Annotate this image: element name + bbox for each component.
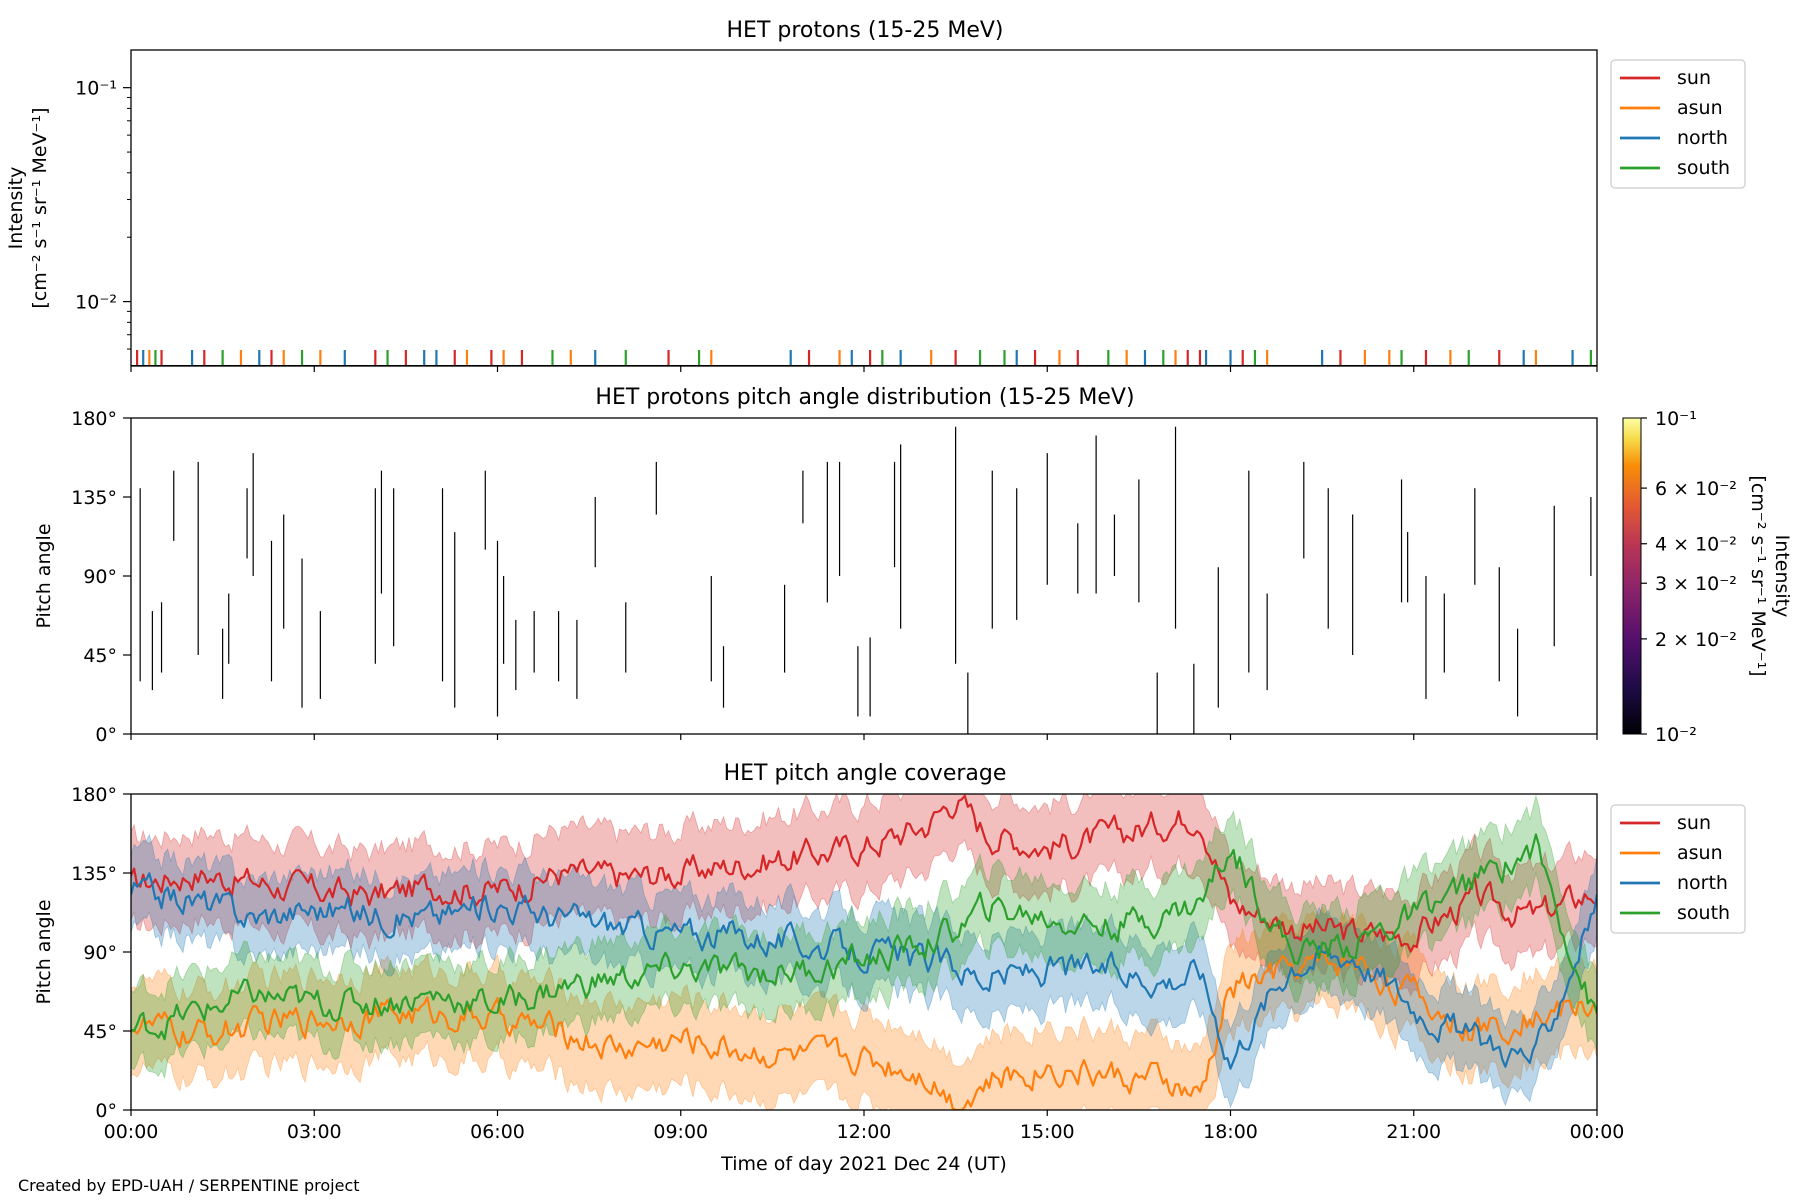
legend-label-south: south bbox=[1677, 157, 1730, 179]
intensity-ylabel-line1: Intensity bbox=[5, 167, 27, 250]
coverage-legend: sun asun north south bbox=[1610, 804, 1746, 934]
x-tick-label: 00:00 bbox=[1570, 1121, 1625, 1143]
north-band bbox=[131, 833, 1597, 1109]
pad-ylabel: Pitch angle bbox=[33, 523, 55, 628]
credit-text: Created by EPD-UAH / SERPENTINE project bbox=[18, 1176, 360, 1195]
legend-label-sun: sun bbox=[1677, 67, 1711, 89]
colorbar-tick-label: 6 × 10⁻² bbox=[1655, 478, 1737, 500]
x-tick-label: 18:00 bbox=[1203, 1121, 1258, 1143]
legend-label-sun: sun bbox=[1677, 812, 1711, 834]
y-tick-label: 180° bbox=[71, 784, 117, 806]
intensity-panel-title: HET protons (15-25 MeV) bbox=[727, 18, 1004, 43]
coverage-plot-area bbox=[131, 794, 1597, 1110]
intensity-plot-area bbox=[131, 350, 1597, 366]
legend-box bbox=[1610, 59, 1746, 189]
pad-panel-title: HET protons pitch angle distribution (15… bbox=[595, 385, 1134, 410]
x-tick-label: 15:00 bbox=[1020, 1121, 1075, 1143]
coverage-lines bbox=[131, 794, 1597, 1110]
x-tick-label: 09:00 bbox=[653, 1121, 708, 1143]
colorbar-label-line1: Intensity bbox=[1771, 535, 1793, 618]
intensity-ylabel-line2: [cm⁻² s⁻¹ sr⁻¹ MeV⁻¹] bbox=[29, 107, 51, 308]
legend-box bbox=[1610, 804, 1746, 934]
legend-label-asun: asun bbox=[1677, 97, 1723, 119]
y-tick-label: 0° bbox=[95, 1100, 117, 1122]
colorbar bbox=[1622, 417, 1642, 735]
coverage-ylabel: Pitch angle bbox=[33, 899, 55, 1004]
intensity-axes-frame bbox=[130, 49, 1598, 367]
colorbar-tick-label: 10⁻² bbox=[1655, 724, 1697, 746]
south-band bbox=[131, 794, 1597, 1080]
x-tick-label: 21:00 bbox=[1386, 1121, 1441, 1143]
colorbar-tick-label: 4 × 10⁻² bbox=[1655, 534, 1737, 556]
coverage-xlabel: Time of day 2021 Dec 24 (UT) bbox=[720, 1153, 1007, 1175]
y-tick-label: 135° bbox=[71, 863, 117, 885]
colorbar-ticks: 10⁻¹ 6 × 10⁻² 4 × 10⁻² 3 × 10⁻² 2 × 10⁻² 10⁻² bbox=[1641, 408, 1737, 746]
colorbar-tick-label: 10⁻¹ bbox=[1655, 408, 1697, 430]
colorbar-tick-label: 3 × 10⁻² bbox=[1655, 573, 1737, 595]
intensity-panel: HET protons (15-25 MeV) Intensity [cm⁻² … bbox=[5, 18, 1746, 367]
y-tick-label: 90° bbox=[83, 942, 117, 964]
pad-plot-area bbox=[139, 426, 1592, 734]
colorbar-label-line2: [cm⁻² s⁻¹ sr⁻¹ MeV⁻¹] bbox=[1747, 475, 1769, 676]
x-tick-label: 03:00 bbox=[287, 1121, 342, 1143]
y-tick-label: 90° bbox=[83, 566, 117, 588]
y-tick-label: 135° bbox=[71, 487, 117, 509]
x-tick-label: 06:00 bbox=[470, 1121, 525, 1143]
x-tick-label: 00:00 bbox=[104, 1121, 159, 1143]
axis-ticks: 00:00 03:00 06:00 09:00 12:00 15:00 18:00 21:00… bbox=[71, 78, 1624, 1143]
x-tick-label: 12:00 bbox=[837, 1121, 892, 1143]
y-tick-label: 0° bbox=[95, 724, 117, 746]
legend-label-asun: asun bbox=[1677, 842, 1723, 864]
coverage-bands bbox=[131, 794, 1597, 1110]
legend-label-north: north bbox=[1677, 872, 1728, 894]
south-line bbox=[131, 833, 1597, 1041]
colorbar-tick-label: 2 × 10⁻² bbox=[1655, 629, 1737, 651]
coverage-panel: HET pitch angle coverage Pitch angle Tim… bbox=[33, 761, 1746, 1175]
y-tick-label: 45° bbox=[83, 1021, 117, 1043]
y-tick-label: 45° bbox=[83, 645, 117, 667]
north-line bbox=[131, 872, 1597, 1070]
sun-line bbox=[131, 794, 1597, 953]
legend-label-north: north bbox=[1677, 127, 1728, 149]
y-tick-label: 180° bbox=[71, 408, 117, 430]
y-tick-label: 10⁻¹ bbox=[75, 78, 117, 100]
pad-axes-frame bbox=[130, 417, 1598, 735]
legend-label-south: south bbox=[1677, 902, 1730, 924]
asun-band bbox=[131, 906, 1597, 1110]
pad-panel: HET protons pitch angle distribution (15… bbox=[33, 385, 1793, 746]
coverage-panel-title: HET pitch angle coverage bbox=[724, 761, 1007, 786]
y-tick-label: 10⁻² bbox=[75, 292, 117, 314]
intensity-legend: sun asun north south bbox=[1610, 59, 1746, 189]
